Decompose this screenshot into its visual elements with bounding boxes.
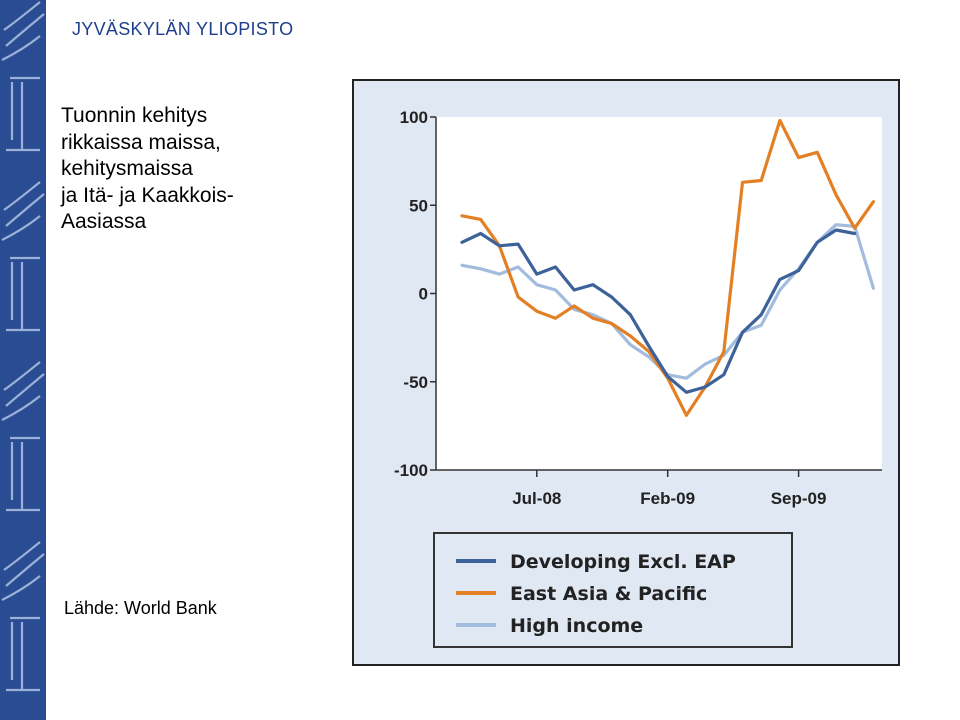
slide-title: Tuonnin kehitys rikkaissa maissa, kehity… — [61, 104, 234, 233]
university-name: JYVÄSKYLÄN YLIOPISTO — [72, 19, 294, 39]
legend-label-2: East Asia & Pacific — [510, 583, 707, 605]
legend-box — [433, 532, 793, 648]
line-chart: 100 50 0 -50 -100 Jul-08 Feb-09 Sep-09 Developin… — [394, 108, 882, 648]
y-tick-label: 50 — [409, 196, 428, 215]
torch-logo-icon — [1, 1, 45, 692]
x-tick-label: Feb-09 — [640, 489, 695, 508]
plot-area — [436, 117, 882, 470]
y-tick-label: 100 — [400, 108, 428, 127]
y-tick-label: 0 — [419, 285, 428, 304]
x-tick-label: Sep-09 — [771, 489, 827, 508]
chart-frame: 100 50 0 -50 -100 Jul-08 Feb-09 Sep-09 Developin… — [352, 79, 900, 666]
sidebar-decoration — [0, 0, 46, 720]
legend-label-3: High income — [510, 615, 643, 637]
y-tick-label: -100 — [394, 461, 428, 480]
series-line-1 — [460, 228, 857, 394]
y-tick-label: -50 — [403, 373, 428, 392]
source-note: Lähde: World Bank — [64, 598, 217, 618]
x-tick-label: Jul-08 — [512, 489, 561, 508]
legend-label-1: Developing Excl. EAP — [510, 551, 736, 573]
